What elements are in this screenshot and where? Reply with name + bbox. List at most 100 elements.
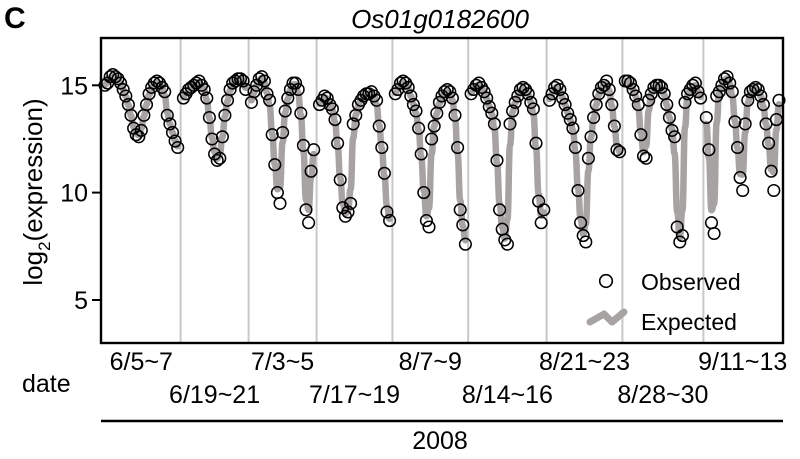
chart-title: Os01g0182600: [351, 4, 529, 34]
observed-point: [393, 76, 408, 90]
plot-frame: [99, 36, 785, 345]
observed-point: [124, 108, 138, 122]
observed-point: [304, 164, 318, 178]
date-label: 9/11~13: [698, 348, 787, 376]
observed-point: [320, 91, 334, 105]
year-label: 2008: [412, 427, 468, 455]
observed-point: [239, 82, 253, 97]
observed-point: [119, 89, 133, 103]
observed-point: [662, 110, 676, 125]
panel-letter: C: [4, 2, 26, 35]
observed-point: [202, 110, 216, 125]
observed-point: [702, 143, 716, 157]
observed-point: [200, 91, 214, 105]
observed-point: [147, 76, 161, 90]
observed-point: [521, 87, 535, 101]
observed-series: [98, 67, 786, 251]
observed-point: [331, 136, 345, 150]
observed-point: [574, 216, 588, 230]
x-axis-date-labels: 6/5~7 6/19~21 7/3~5 7/17~19 8/7~98/14~16 8/21…: [110, 348, 788, 409]
observed-point: [712, 85, 726, 99]
observed-point: [171, 140, 185, 155]
observed-point: [503, 117, 517, 131]
observed-point: [751, 82, 765, 97]
observed-point: [210, 153, 224, 167]
observed-point: [456, 218, 470, 232]
observed-point: [733, 171, 747, 185]
observed-point: [281, 91, 295, 105]
observed-point: [260, 87, 274, 101]
observed-point: [114, 76, 128, 90]
y-tick-label: 15: [60, 72, 88, 100]
observed-point: [375, 140, 389, 155]
observed-point: [675, 229, 689, 243]
observed-point: [513, 82, 527, 97]
observed-point: [602, 82, 616, 97]
observed-point: [639, 151, 653, 165]
observed-point: [772, 93, 786, 107]
observed-point: [412, 121, 426, 135]
observed-point: [634, 128, 648, 142]
observed-point: [764, 164, 778, 178]
observed-point: [730, 140, 745, 155]
observed-point: [482, 100, 496, 114]
observed-point: [432, 95, 446, 109]
observed-point: [406, 98, 420, 112]
observed-point: [383, 214, 397, 228]
observed-point: [613, 145, 627, 159]
observed-point: [328, 113, 342, 127]
observed-point: [694, 91, 708, 105]
observed-point: [276, 125, 290, 140]
observed-point: [307, 143, 321, 157]
observed-point: [443, 85, 457, 99]
observed-point: [233, 72, 248, 86]
observed-point: [453, 203, 467, 217]
observed-point: [623, 76, 638, 90]
observed-point: [555, 91, 570, 105]
observed-point: [134, 123, 148, 137]
observed-point: [372, 119, 386, 133]
y-tick-label: 10: [60, 180, 88, 208]
x-axis-label: date: [22, 370, 71, 398]
observed-point: [736, 183, 750, 198]
observed-point: [425, 132, 439, 146]
observed-point: [377, 166, 391, 180]
legend-expected-marker: [586, 308, 628, 326]
date-label: 6/5~7: [110, 348, 173, 376]
legend: Observed Expected: [586, 269, 741, 335]
observed-point: [278, 104, 292, 118]
observed-point: [629, 89, 643, 103]
observed-point: [401, 80, 415, 94]
observed-point: [370, 93, 384, 107]
observed-point: [699, 110, 713, 125]
expected-line: [622, 77, 704, 242]
observed-point: [247, 85, 261, 99]
observed-point: [448, 108, 462, 122]
observed-point: [458, 237, 472, 251]
observed-point: [566, 121, 580, 135]
observed-point: [655, 80, 669, 94]
observed-point: [587, 110, 601, 125]
observed-point: [142, 87, 156, 101]
observed-point: [626, 82, 640, 97]
y-axis-label: log2(expression): [18, 98, 54, 285]
observed-point: [236, 74, 250, 88]
expected-line: [316, 89, 393, 223]
observed-point: [610, 143, 624, 157]
observed-point: [738, 117, 752, 131]
observed-point: [688, 76, 702, 90]
observed-point: [333, 173, 347, 187]
observed-point: [165, 125, 180, 140]
observed-point: [289, 76, 303, 90]
date-label: 7/3~5: [251, 348, 314, 376]
observed-point: [584, 130, 598, 144]
observed-point: [558, 98, 572, 112]
observed-point: [707, 226, 721, 241]
date-label: 7/17~19: [309, 381, 400, 409]
observed-point: [673, 235, 687, 249]
observed-point: [422, 220, 436, 234]
observed-point: [417, 186, 431, 200]
observed-point: [103, 70, 117, 84]
observed-point: [414, 147, 428, 161]
observed-point: [500, 237, 514, 251]
